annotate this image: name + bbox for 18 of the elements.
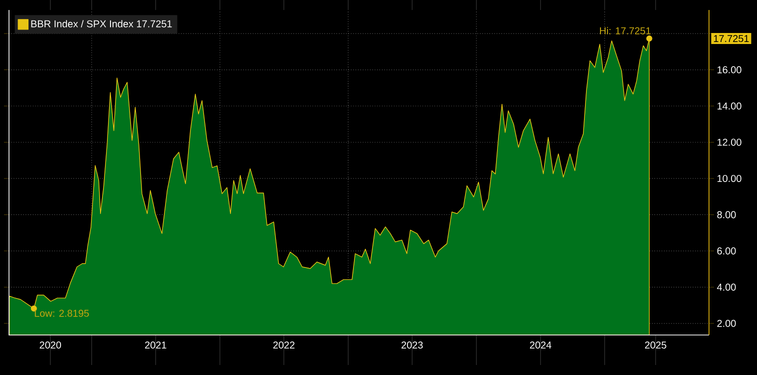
x-tick-label: 2020 [40,342,62,349]
x-tick-label: 2024 [530,342,552,349]
y-tick-label: 4.00 [717,284,736,291]
annotation: Hi: 17.7251 [600,27,651,34]
x-tick-label: 2021 [145,342,166,349]
y-tick-label: 12.00 [718,138,742,146]
annotation: Low: 2.8195 [34,310,89,317]
y-tick-label: 14.00 [718,102,742,110]
y-tick-label: 10.00 [718,174,742,182]
x-tick-label: 2025 [645,342,666,349]
y-tick-label: 6.00 [717,247,736,254]
x-tick-label: 2022 [273,342,294,349]
text: 17.7251 [714,35,749,42]
y-tick-label: 8.00 [717,211,736,218]
y-tick-label: 16.00 [718,66,742,74]
legend-label: BBR Index / SPX Index 17.7251 [31,20,172,28]
y-tick-label: 2.00 [717,320,736,327]
x-tick-label: 2023 [402,342,423,349]
